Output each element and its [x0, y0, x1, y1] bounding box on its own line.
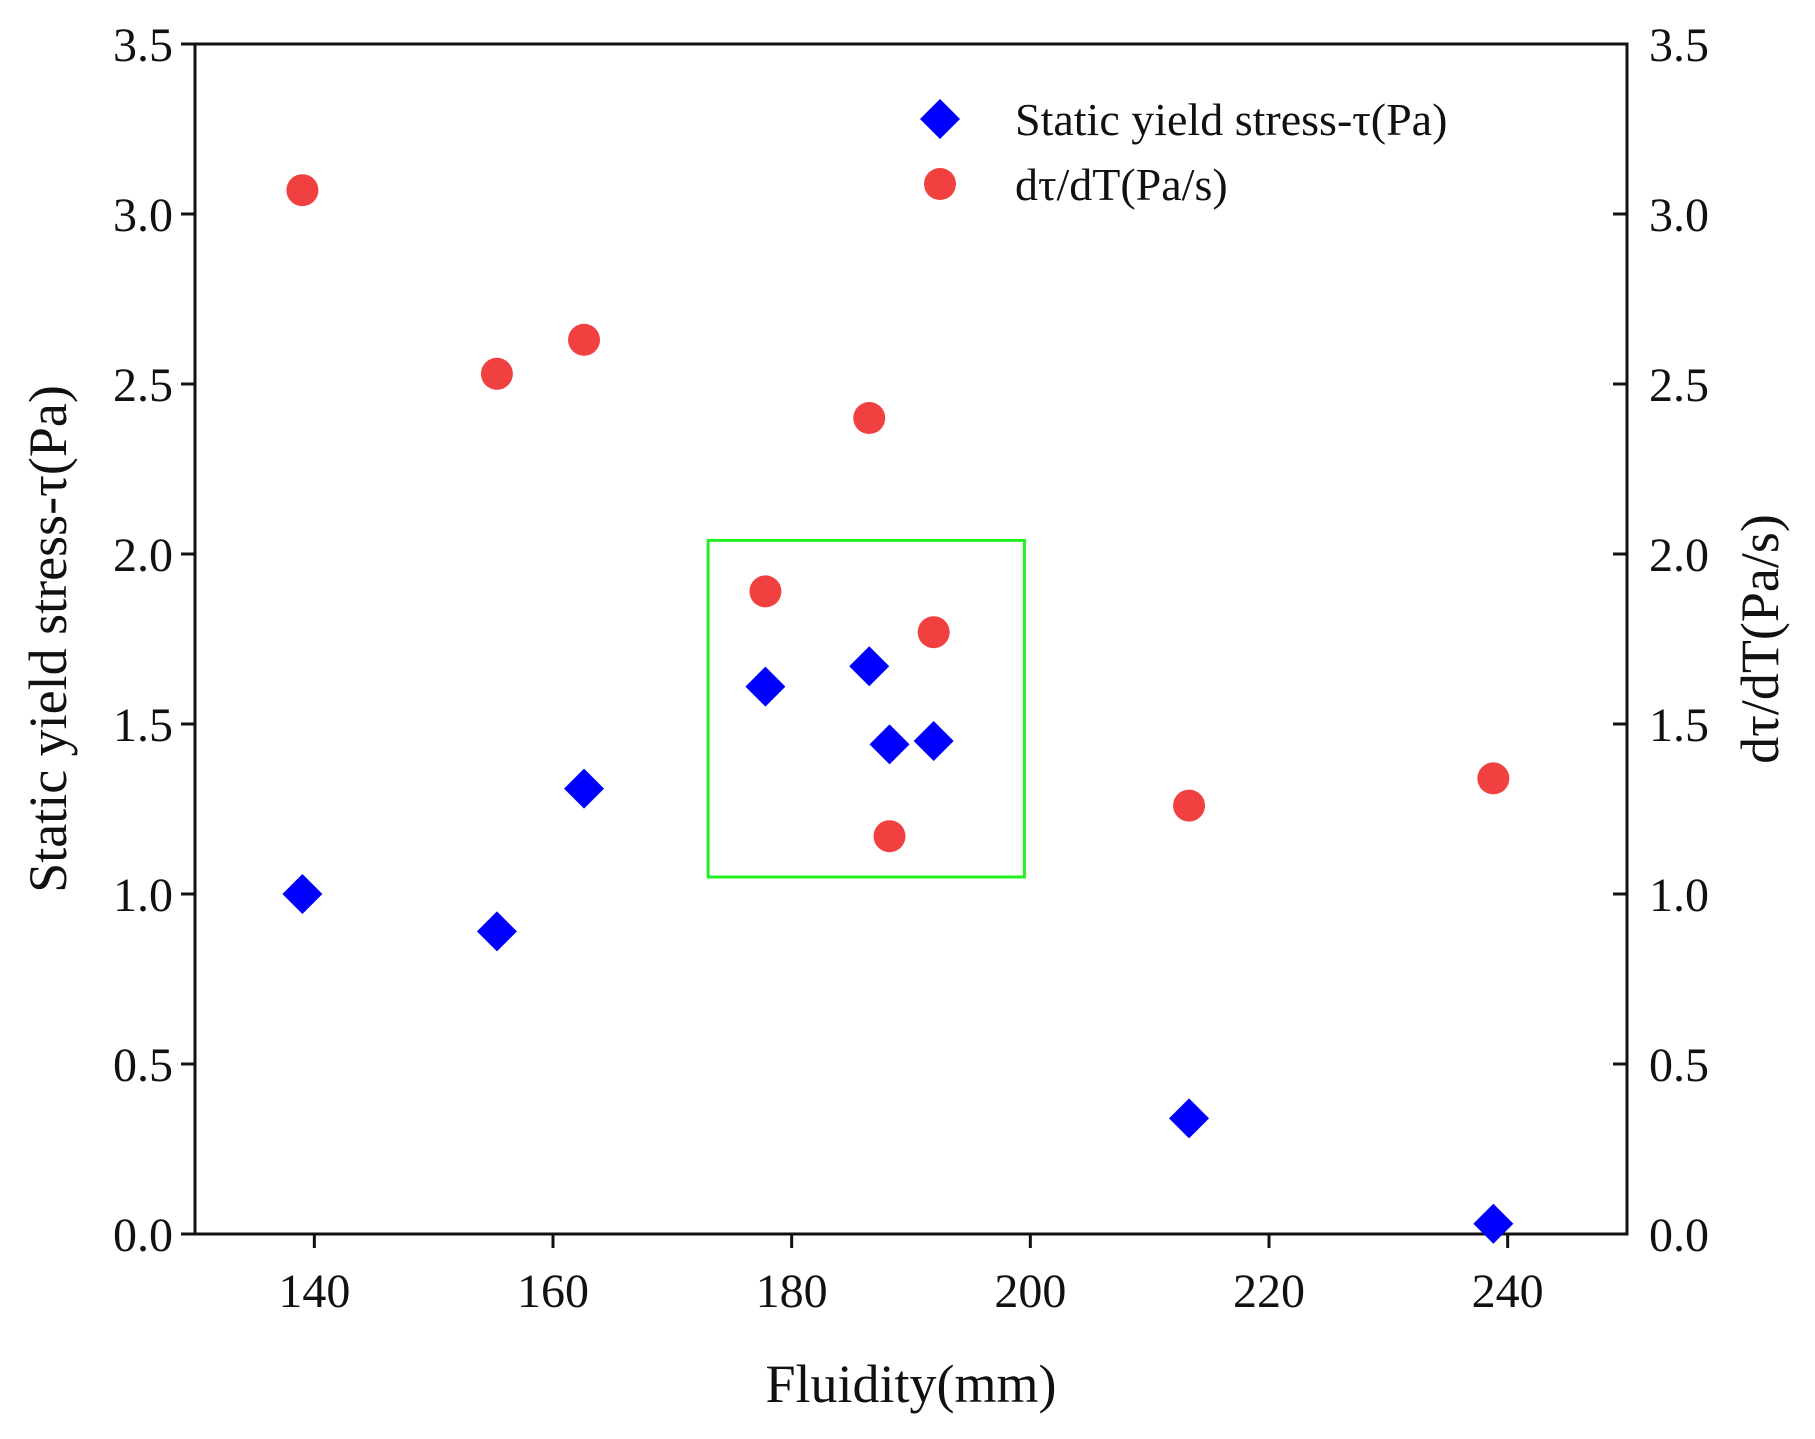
legend-marker-static-yield-stress: [920, 99, 960, 139]
y-tick-label-left: 0.0: [113, 1209, 173, 1262]
dtau-dt-point: [286, 174, 319, 207]
y-tick-label-left: 2.0: [113, 529, 173, 582]
y-tick-label-right: 1.5: [1649, 699, 1709, 752]
yield-stress-point: [1169, 1098, 1210, 1139]
x-tick-label: 220: [1233, 1265, 1305, 1318]
y-tick-label-right: 3.5: [1649, 19, 1709, 72]
yield-stress-point: [745, 666, 786, 707]
y-tick-label-right: 0.5: [1649, 1039, 1709, 1092]
highlight-box: [706, 538, 1026, 879]
y-tick-label-left: 1.5: [113, 699, 173, 752]
dtau-dt-point: [749, 575, 782, 608]
y-axis-title-right: dτ/dT(Pa/s): [1730, 514, 1790, 764]
legend-label-dtau-dt: dτ/dT(Pa/s): [1015, 159, 1228, 210]
legend-diamond: [920, 99, 960, 139]
yield-stress-point: [1473, 1203, 1514, 1244]
yield-stress-point: [869, 724, 910, 765]
y-tick-label-left: 3.5: [113, 19, 173, 72]
dtau-dt-point: [568, 323, 601, 356]
y-tick-label-right: 0.0: [1649, 1209, 1709, 1262]
dtau-dt-point: [917, 616, 950, 649]
yield-stress-point: [476, 911, 517, 952]
x-tick-label: 200: [994, 1265, 1066, 1318]
y-tick-label-left: 1.0: [113, 869, 173, 922]
x-tick-label: 240: [1472, 1265, 1544, 1318]
y-tick-label-left: 0.5: [113, 1039, 173, 1092]
x-axis-title: Fluidity(mm): [765, 1354, 1056, 1414]
x-tick-label: 160: [517, 1265, 589, 1318]
x-tick-label: 140: [278, 1265, 350, 1318]
y-tick-label-right: 1.0: [1649, 869, 1709, 922]
legend-label-static-yield-stress: Static yield stress-τ(Pa): [1015, 94, 1447, 145]
dtau-dt-point: [1173, 789, 1206, 822]
legend-circle: [924, 168, 956, 200]
dtau-dt-point: [853, 402, 886, 434]
y-tick-label-left: 2.5: [113, 359, 173, 412]
legend-marker-dtau-dt: [924, 168, 956, 200]
x-tick-label: 180: [756, 1265, 828, 1318]
y-tick-label-left: 3.0: [113, 189, 173, 242]
dtau-dt-point: [1477, 762, 1510, 795]
y-axis-title-left: Static yield stress-τ(Pa): [18, 385, 78, 893]
yield-stress-point: [282, 874, 323, 914]
yield-stress-point: [564, 768, 605, 809]
plot-frame: [193, 42, 1629, 1236]
dtau-dt-point: [480, 357, 513, 390]
y-tick-label-right: 2.5: [1649, 359, 1709, 412]
y-tick-label-right: 2.0: [1649, 529, 1709, 582]
yield-stress-point: [913, 721, 954, 761]
dtau-dt-point: [873, 820, 906, 853]
yield-stress-point: [849, 646, 890, 687]
y-tick-label-right: 3.0: [1649, 189, 1709, 242]
legend: Static yield stress-τ(Pa) dτ/dT(Pa/s): [920, 94, 1447, 210]
